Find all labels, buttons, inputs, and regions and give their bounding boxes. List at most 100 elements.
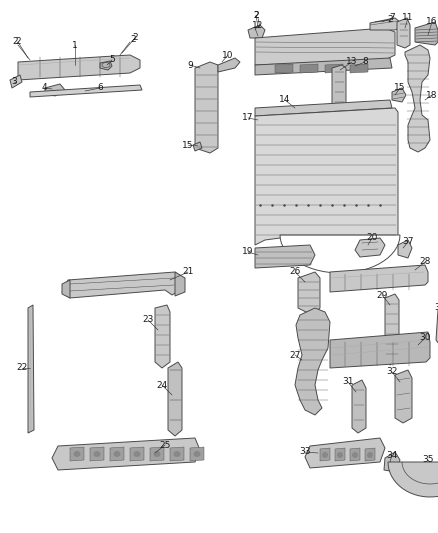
- Polygon shape: [332, 65, 346, 112]
- Polygon shape: [170, 447, 184, 461]
- Polygon shape: [255, 28, 395, 65]
- Ellipse shape: [153, 451, 160, 457]
- Polygon shape: [175, 272, 185, 296]
- Text: 11: 11: [402, 13, 414, 22]
- Polygon shape: [248, 25, 265, 38]
- Polygon shape: [350, 448, 360, 461]
- Polygon shape: [255, 108, 398, 255]
- Polygon shape: [190, 447, 204, 461]
- Polygon shape: [255, 245, 315, 268]
- Text: 7: 7: [389, 13, 395, 22]
- Polygon shape: [385, 294, 399, 365]
- Ellipse shape: [113, 451, 120, 457]
- Text: 6: 6: [97, 84, 103, 93]
- Text: 5: 5: [109, 55, 115, 64]
- Text: 2: 2: [253, 11, 259, 20]
- Polygon shape: [330, 332, 430, 368]
- Polygon shape: [30, 85, 142, 97]
- Text: 2: 2: [387, 15, 393, 25]
- Polygon shape: [300, 64, 318, 73]
- Polygon shape: [384, 452, 400, 472]
- Polygon shape: [18, 55, 140, 80]
- Polygon shape: [28, 305, 34, 433]
- Ellipse shape: [74, 451, 81, 457]
- Ellipse shape: [194, 451, 201, 457]
- Polygon shape: [388, 462, 438, 497]
- Polygon shape: [110, 447, 124, 461]
- Text: 9: 9: [187, 61, 193, 69]
- Text: 29: 29: [376, 290, 388, 300]
- Ellipse shape: [173, 451, 180, 457]
- Polygon shape: [100, 61, 112, 70]
- Text: 10: 10: [222, 51, 234, 60]
- Polygon shape: [350, 64, 368, 73]
- Polygon shape: [280, 235, 400, 273]
- Ellipse shape: [134, 451, 141, 457]
- Polygon shape: [335, 448, 345, 461]
- Polygon shape: [365, 448, 375, 461]
- Text: 15: 15: [394, 84, 406, 93]
- Text: 26: 26: [290, 268, 301, 277]
- Polygon shape: [10, 75, 22, 88]
- Text: 19: 19: [242, 247, 254, 256]
- Polygon shape: [70, 447, 84, 461]
- Text: 31: 31: [342, 377, 354, 386]
- Polygon shape: [436, 305, 438, 348]
- Text: 24: 24: [156, 381, 168, 390]
- Text: 34: 34: [386, 450, 398, 459]
- Text: 2: 2: [130, 36, 136, 44]
- Polygon shape: [255, 58, 392, 75]
- Text: 32: 32: [386, 367, 398, 376]
- Polygon shape: [195, 62, 218, 153]
- Polygon shape: [352, 380, 366, 433]
- Text: 1: 1: [72, 41, 78, 50]
- Text: 16: 16: [426, 18, 438, 27]
- Polygon shape: [275, 64, 293, 73]
- Polygon shape: [255, 100, 392, 116]
- Text: 37: 37: [402, 238, 414, 246]
- Ellipse shape: [352, 452, 358, 458]
- Ellipse shape: [337, 452, 343, 458]
- Polygon shape: [330, 265, 428, 292]
- Polygon shape: [45, 84, 65, 96]
- Text: 3: 3: [11, 77, 17, 86]
- Polygon shape: [52, 438, 200, 470]
- Ellipse shape: [367, 452, 373, 458]
- Text: 13: 13: [346, 58, 358, 67]
- Text: 23: 23: [142, 316, 154, 325]
- Polygon shape: [62, 272, 182, 298]
- Polygon shape: [355, 238, 385, 257]
- Text: 21: 21: [182, 268, 194, 277]
- Text: 28: 28: [419, 257, 431, 266]
- Text: 4: 4: [41, 84, 47, 93]
- Ellipse shape: [322, 452, 328, 458]
- Text: 20: 20: [366, 233, 378, 243]
- Polygon shape: [370, 18, 400, 30]
- Polygon shape: [397, 18, 410, 48]
- Polygon shape: [295, 308, 330, 415]
- Text: 8: 8: [362, 58, 368, 67]
- Text: 2: 2: [12, 37, 18, 46]
- Polygon shape: [130, 447, 144, 461]
- Text: 15: 15: [182, 141, 194, 149]
- Polygon shape: [415, 22, 438, 45]
- Polygon shape: [218, 58, 240, 72]
- Text: 25: 25: [159, 440, 171, 449]
- Polygon shape: [62, 280, 70, 298]
- Polygon shape: [395, 370, 412, 423]
- Polygon shape: [305, 438, 385, 468]
- Text: 2: 2: [15, 37, 21, 46]
- Polygon shape: [320, 448, 330, 461]
- Text: 33: 33: [299, 448, 311, 456]
- Text: 2: 2: [253, 11, 259, 20]
- Text: 2: 2: [132, 34, 138, 43]
- Ellipse shape: [93, 451, 100, 457]
- Text: 30: 30: [419, 334, 431, 343]
- Text: 35: 35: [422, 456, 434, 464]
- Text: 14: 14: [279, 95, 291, 104]
- Text: 17: 17: [242, 114, 254, 123]
- Polygon shape: [405, 45, 430, 152]
- Polygon shape: [325, 64, 343, 73]
- Polygon shape: [150, 447, 164, 461]
- Polygon shape: [398, 240, 412, 258]
